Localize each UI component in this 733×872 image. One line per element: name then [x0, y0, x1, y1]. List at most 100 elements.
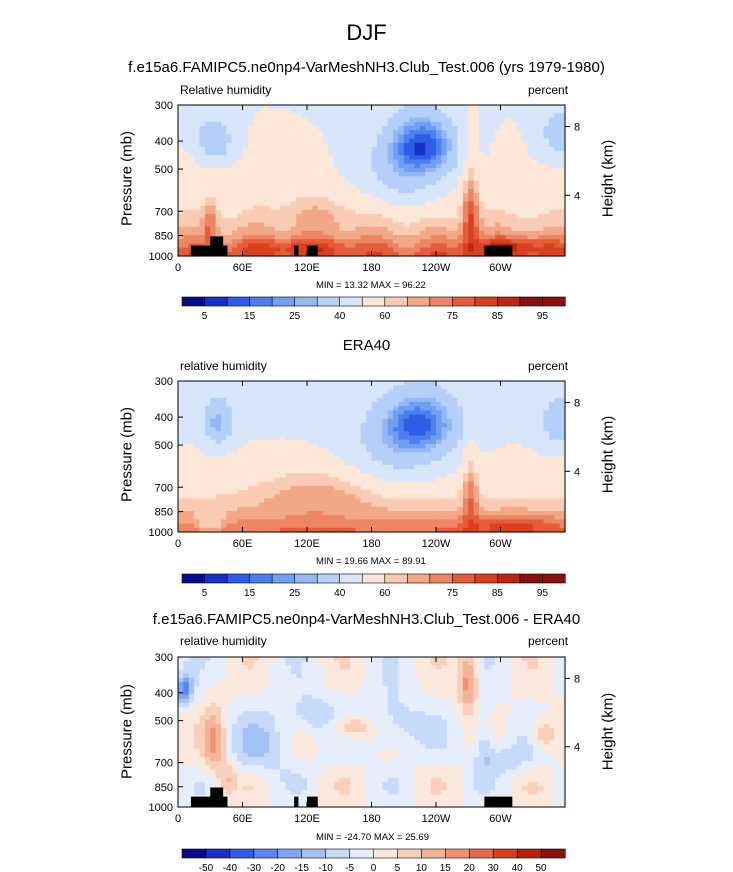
heatmap-cell [473, 490, 480, 495]
heatmap-cell [387, 125, 394, 131]
heatmap-cell [323, 406, 330, 411]
heatmap-cell [403, 209, 410, 215]
heatmap-cell [199, 456, 206, 462]
heatmap-cell [366, 167, 373, 173]
heatmap-cell [221, 138, 227, 144]
heatmap-cell [366, 435, 373, 441]
heatmap-cell [403, 188, 410, 194]
heatmap-cell [419, 477, 426, 483]
heatmap-cell [360, 167, 367, 173]
heatmap-cell [323, 494, 330, 500]
heatmap-cell [215, 172, 222, 177]
heatmap-cell [489, 481, 496, 487]
heatmap-cell [328, 485, 335, 491]
heatmap-cell [484, 151, 491, 156]
heatmap-cell [339, 167, 346, 173]
heatmap-cell [317, 201, 324, 207]
heatmap-cell [194, 410, 201, 416]
heatmap-cell [398, 188, 405, 194]
heatmap-cell [382, 197, 389, 203]
heatmap-cell [333, 201, 340, 207]
heatmap-cell [204, 506, 211, 512]
heatmap-cell [473, 142, 480, 148]
heatmap-cell [296, 469, 303, 474]
heatmap-cell [371, 125, 378, 131]
heatmap-cell [333, 209, 340, 215]
heatmap-cell [307, 485, 313, 491]
heatmap-cell [505, 506, 512, 512]
heatmap-cell [387, 155, 394, 161]
heatmap-cell [484, 439, 491, 445]
heatmap-cell [462, 214, 469, 219]
colorbar-tick-label: 5 [202, 311, 208, 322]
heatmap-cell [548, 146, 555, 152]
heatmap-cell [269, 218, 276, 224]
heatmap-cell [393, 251, 399, 257]
heatmap-cell [559, 188, 566, 194]
colorbar-tick-label: 40 [334, 311, 346, 322]
heatmap-cell [258, 159, 265, 165]
heatmap-cell [446, 155, 453, 161]
heatmap-cell [231, 481, 238, 487]
heatmap-cell [430, 393, 437, 399]
heatmap-cell [554, 481, 561, 487]
heatmap-cell [339, 481, 346, 487]
heatmap-cell [274, 456, 281, 462]
heatmap-cell [290, 113, 297, 119]
heatmap-cell [247, 197, 254, 203]
heatmap-cell [274, 448, 281, 453]
heatmap-cell [285, 397, 292, 403]
heatmap-cell [237, 452, 244, 458]
heatmap-cell [548, 188, 555, 194]
heatmap-cell [183, 172, 190, 177]
heatmap-cell [312, 389, 319, 395]
heatmap-cell [269, 401, 276, 407]
heatmap-cell [479, 134, 485, 140]
heatmap-cell [366, 464, 373, 470]
heatmap-cell [237, 188, 244, 194]
heatmap-cell [194, 401, 201, 407]
heatmap-cell [398, 230, 405, 236]
heatmap-cell [393, 193, 399, 198]
heatmap-cell [462, 163, 469, 169]
heatmap-cell [210, 113, 217, 119]
heatmap-cell [247, 381, 254, 386]
heatmap-cell [414, 239, 421, 245]
heatmap-cell [543, 381, 550, 386]
heatmap-cell [231, 201, 238, 207]
heatmap-cell [221, 146, 227, 152]
heatmap-cell [339, 205, 346, 211]
heatmap-cell [382, 159, 389, 165]
heatmap-cell [500, 477, 507, 483]
heatmap-cell [264, 251, 270, 257]
heatmap-cell [457, 251, 464, 257]
heatmap-cell [414, 251, 421, 257]
heatmap-cell [473, 243, 480, 249]
heatmap-cell [559, 456, 566, 462]
heatmap-cell [344, 172, 351, 177]
heatmap-cell [543, 456, 550, 462]
heatmap-cell [543, 176, 550, 182]
heatmap-cell [328, 481, 335, 487]
heatmap-cell [199, 431, 206, 437]
heatmap-cell [543, 193, 550, 198]
heatmap-cell [500, 134, 507, 140]
heatmap-cell [457, 109, 464, 114]
heatmap-cell [452, 443, 459, 449]
heatmap-cell [479, 477, 485, 483]
heatmap-cell [360, 481, 367, 487]
heatmap-cell [479, 109, 485, 114]
heatmap-cell [188, 176, 195, 182]
heatmap-cell [495, 134, 502, 140]
panel-3-min-max: MIN = -24.70 MAX = 25.69 [316, 832, 430, 843]
heatmap-cell [350, 172, 356, 177]
panel-1-variable-label: Relative humidity [180, 83, 272, 97]
heatmap-cell [500, 226, 507, 232]
y-tick-label: 500 [155, 164, 173, 176]
heatmap-cell [221, 105, 227, 110]
heatmap-cell [301, 239, 308, 245]
heatmap-cell [194, 142, 201, 148]
heatmap-cell [323, 146, 330, 152]
heatmap-cell [274, 180, 281, 186]
heatmap-cell [505, 481, 512, 487]
